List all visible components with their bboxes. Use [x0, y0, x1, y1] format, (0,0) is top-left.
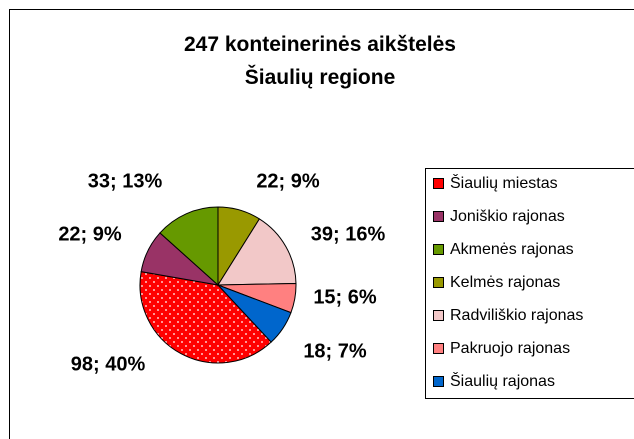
legend-swatch: [433, 376, 444, 387]
legend-label: Joniškio rajonas: [450, 208, 565, 225]
legend-swatch: [433, 277, 444, 288]
legend-swatch: [433, 178, 444, 189]
legend-box: [425, 168, 634, 399]
pie-slice: [159, 206, 219, 287]
pie-slice: [217, 284, 292, 343]
legend-label: Šiaulių rajonas: [450, 371, 555, 390]
legend-label: Šiaulių miestas: [450, 173, 558, 192]
value-label: 39; 16%: [311, 223, 386, 245]
legend-label: Kelmės rajonas: [450, 274, 560, 291]
pie-slice: [217, 218, 297, 286]
value-label: 33; 13%: [88, 170, 163, 192]
legend-swatch: [433, 211, 444, 222]
legend-swatch: [433, 310, 444, 321]
legend-label: Pakruojo rajonas: [450, 340, 570, 357]
chart-title: 247 konteinerinės aikštelės Šiaulių regi…: [184, 33, 456, 89]
chart-border: [9, 9, 634, 439]
legend-label: Radviliškio rajonas: [450, 307, 583, 324]
value-label: 22; 9%: [256, 170, 320, 192]
legend-swatch: [433, 244, 444, 255]
pie-slice: [139, 271, 272, 364]
value-label: 15; 6%: [313, 286, 377, 308]
value-label: 98; 40%: [71, 353, 146, 375]
legend-swatch: [433, 343, 444, 354]
value-label: 18; 7%: [303, 340, 367, 362]
legend-label: Akmenės rajonas: [450, 241, 574, 258]
value-label: 22; 9%: [58, 223, 122, 245]
